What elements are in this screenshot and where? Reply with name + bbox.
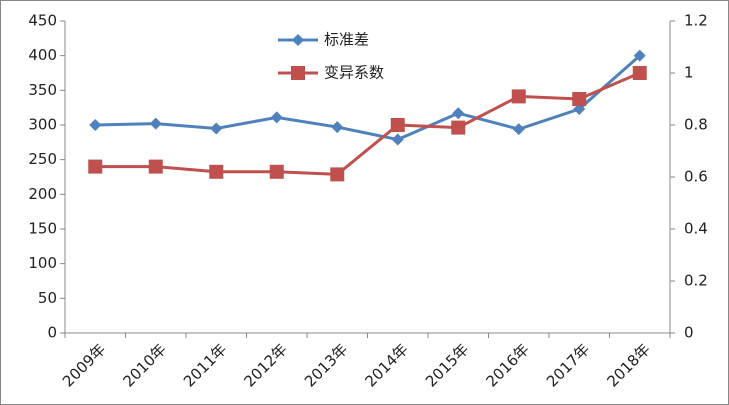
y2-tick-label: 0.4 (684, 220, 708, 238)
y-tick-label: 450 (28, 12, 57, 30)
data-point (270, 111, 283, 124)
y2-tick-label: 0.2 (684, 272, 708, 290)
data-point (88, 159, 103, 174)
data-point (210, 122, 223, 135)
data-point (330, 167, 345, 182)
y-tick-label: 250 (28, 150, 57, 168)
y2-tick-label: 1 (684, 64, 694, 82)
y-tick-label: 400 (28, 46, 57, 64)
y-tick-label: 0 (47, 324, 57, 342)
series-line (95, 54, 641, 142)
y-tick-label: 100 (28, 254, 57, 272)
y-tick-label: 300 (28, 116, 57, 134)
data-point (452, 107, 465, 120)
y2-tick-label: 0.8 (684, 116, 708, 134)
legend-label: 变异系数 (324, 64, 384, 82)
data-point (269, 164, 284, 179)
data-point (511, 89, 526, 104)
data-point (148, 159, 163, 174)
data-point (390, 118, 405, 132)
data-point (573, 103, 586, 116)
series-line (95, 71, 641, 176)
y-tick-label: 200 (28, 185, 57, 203)
y2-tick-label: 0.6 (684, 168, 708, 186)
data-point (209, 164, 224, 179)
data-point (572, 92, 587, 106)
y-tick-label: 150 (28, 220, 57, 238)
data-point (391, 133, 404, 146)
legend-marker (291, 66, 305, 80)
data-point (331, 121, 344, 134)
y2-tick-label: 1.2 (684, 12, 708, 30)
legend-label: 标准差 (324, 31, 369, 49)
y2-tick-label: 0 (684, 324, 694, 342)
data-point (632, 66, 647, 80)
y-tick-label: 350 (28, 81, 57, 99)
data-point (633, 49, 646, 62)
data-point (149, 117, 162, 130)
data-point (451, 120, 466, 135)
legend-marker (292, 34, 304, 46)
y-tick-label: 50 (38, 289, 57, 307)
data-point (89, 119, 102, 131)
data-point (512, 123, 525, 136)
